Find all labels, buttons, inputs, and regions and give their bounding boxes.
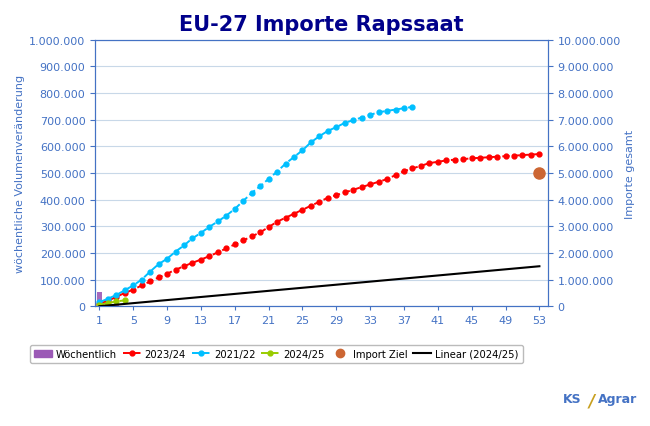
Title: EU-27 Importe Rapssaat: EU-27 Importe Rapssaat (179, 15, 464, 35)
Y-axis label: Importe gesamt: Importe gesamt (625, 129, 635, 218)
Text: /: / (588, 391, 595, 409)
Y-axis label: wöchentliche Volumenveränderung: wöchentliche Volumenveränderung (15, 75, 25, 272)
Text: KS: KS (563, 392, 581, 405)
Legend: Wöchentlich, 2023/24, 2021/22, 2024/25, Import Ziel, Linear (2024/25): Wöchentlich, 2023/24, 2021/22, 2024/25, … (30, 345, 523, 363)
Text: Agrar: Agrar (598, 392, 637, 405)
Bar (97, 292, 102, 306)
Bar (105, 302, 110, 306)
Bar (114, 304, 119, 306)
